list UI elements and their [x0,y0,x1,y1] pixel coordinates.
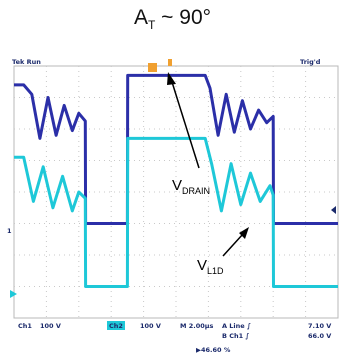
footer-ch1: Ch1 [18,322,32,330]
trigger-point-marker [148,63,157,72]
series-line-v-drain [14,73,338,225]
footer-percent: ▶46.60 % [196,346,231,354]
v-l1d-label: VL1D [197,257,224,276]
header-right: Trig'd [300,58,321,66]
header-left: Tek Run [12,58,41,66]
waveform-series [14,73,338,288]
footer-a-line: A Line ∫ [222,322,251,330]
v-drain-arrow-line [171,81,200,169]
chart-title: AT ~ 90° [133,6,212,33]
footer-timebase: M 2.00μs [180,322,214,330]
footer-b-value: 66.0 V [308,332,331,340]
v-l1d-arrow-line [222,233,244,257]
trigger-level-marker [331,206,336,214]
series-line-v-l1d [14,136,338,288]
footer-b-line: B Ch1 ∫ [222,332,249,340]
v-drain-label: VDRAIN [172,177,210,196]
v-l1d-arrowhead [239,227,249,239]
ch2-level-marker [10,290,17,298]
footer-ch2-scale: 100 V [140,322,161,330]
v-drain-arrowhead [167,72,176,85]
footer-a-value: 7.10 V [308,322,331,330]
footer-box-label: Ch2 [109,322,123,330]
footer-ch1-scale: 100 V [40,322,61,330]
footer-ch2-box [107,321,125,330]
trigger-position-marker [168,59,172,66]
ch1-level-marker: 1 [7,227,12,235]
